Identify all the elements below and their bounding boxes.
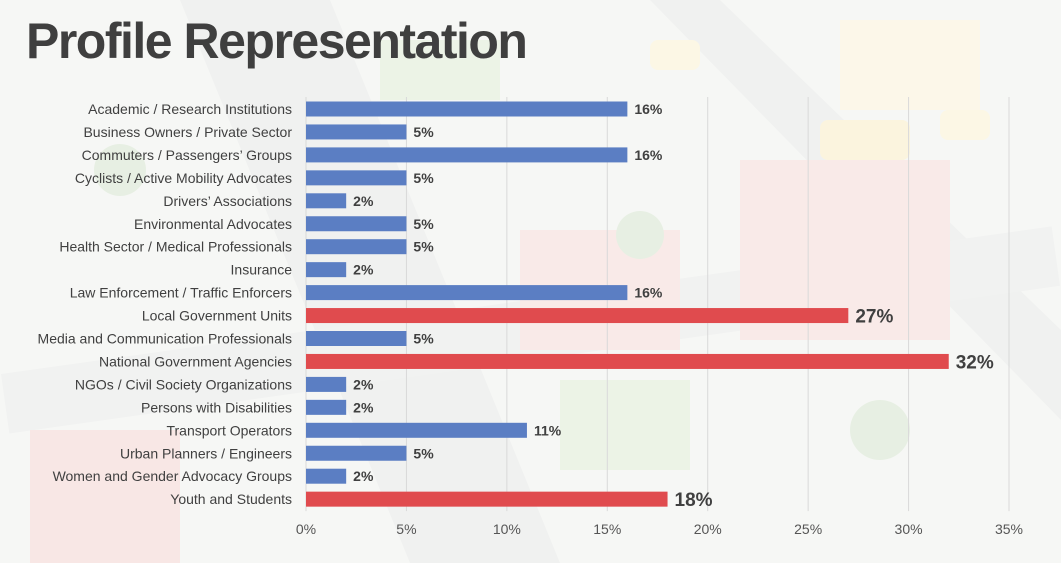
bar xyxy=(306,147,628,163)
data-label: 2% xyxy=(353,262,374,278)
page-title: Profile Representation xyxy=(26,13,528,69)
category-label: National Government Agencies xyxy=(99,353,292,369)
data-label: 5% xyxy=(413,239,434,255)
category-label: Drivers’ Associations xyxy=(163,193,292,209)
x-tick-label: 30% xyxy=(895,521,923,537)
data-label: 27% xyxy=(855,307,893,328)
data-label: 5% xyxy=(413,124,434,140)
bar xyxy=(306,308,849,324)
data-label: 32% xyxy=(956,352,994,373)
data-label: 5% xyxy=(413,331,434,347)
category-label: Business Owners / Private Sector xyxy=(83,124,292,140)
category-label: Women and Gender Advocacy Groups xyxy=(53,468,292,484)
data-label: 16% xyxy=(634,147,663,163)
data-label: 2% xyxy=(353,399,374,415)
data-label: 2% xyxy=(353,468,374,484)
bar xyxy=(306,399,347,415)
bar xyxy=(306,376,347,392)
bar xyxy=(306,353,949,369)
data-label: 2% xyxy=(353,376,374,392)
x-tick-label: 35% xyxy=(995,521,1023,537)
category-label: Academic / Research Institutions xyxy=(88,101,292,117)
category-label: NGOs / Civil Society Organizations xyxy=(75,376,292,392)
x-tick-label: 20% xyxy=(694,521,722,537)
data-label: 5% xyxy=(413,170,434,186)
bar xyxy=(306,468,347,484)
bar xyxy=(306,216,407,232)
category-label: Commuters / Passengers’ Groups xyxy=(82,147,292,163)
category-label: Persons with Disabilities xyxy=(141,399,292,415)
data-label: 5% xyxy=(413,445,434,461)
category-label: Youth and Students xyxy=(170,491,292,507)
x-tick-label: 5% xyxy=(396,521,416,537)
category-label: Local Government Units xyxy=(142,308,292,324)
category-label: Urban Planners / Engineers xyxy=(120,445,292,461)
data-label: 2% xyxy=(353,193,374,209)
category-label: Insurance xyxy=(231,262,293,278)
bar xyxy=(306,422,527,438)
x-tick-label: 25% xyxy=(794,521,822,537)
category-label: Transport Operators xyxy=(166,422,292,438)
bar xyxy=(306,491,668,507)
bar xyxy=(306,193,347,209)
bar xyxy=(306,285,628,301)
category-label: Media and Communication Professionals xyxy=(38,331,292,347)
bar xyxy=(306,170,407,186)
category-label: Law Enforcement / Traffic Enforcers xyxy=(70,285,292,301)
category-label: Health Sector / Medical Professionals xyxy=(59,239,292,255)
data-label: 16% xyxy=(634,285,663,301)
x-tick-label: 10% xyxy=(493,521,521,537)
bar xyxy=(306,331,407,346)
data-label: 5% xyxy=(413,216,434,232)
data-label: 18% xyxy=(675,490,713,511)
x-tick-label: 15% xyxy=(593,521,621,537)
x-tick-label: 0% xyxy=(296,521,316,537)
category-label: Cyclists / Active Mobility Advocates xyxy=(75,170,292,186)
bar xyxy=(306,262,347,278)
category-label: Environmental Advocates xyxy=(134,216,292,232)
bar xyxy=(306,445,407,461)
bar xyxy=(306,124,407,140)
data-label: 16% xyxy=(634,101,663,117)
bar xyxy=(306,239,407,255)
bar xyxy=(306,101,628,117)
data-label: 11% xyxy=(534,422,562,438)
